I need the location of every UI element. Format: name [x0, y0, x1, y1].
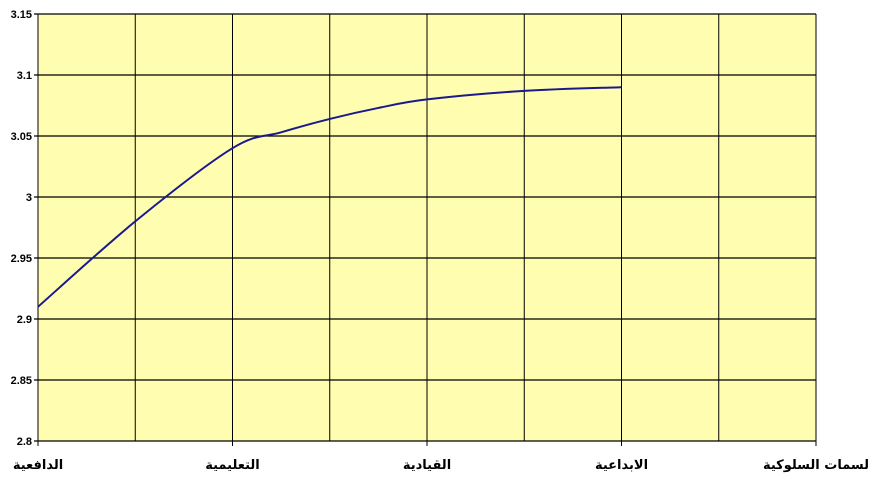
- x-tick-label: التعليمية: [205, 458, 260, 473]
- series-line: [37, 86, 622, 308]
- x-axis-ticks: الدافعية التعليمية القيادية الابداعية لسمات …: [13, 441, 869, 473]
- vertical-gridlines: [37, 14, 817, 441]
- y-tick-label: 3.1: [17, 70, 32, 82]
- y-tick-label: 2.85: [11, 375, 32, 387]
- y-tick-label: 3: [26, 192, 32, 204]
- horizontal-gridlines: [34, 13, 816, 442]
- y-tick-label: 3.05: [11, 131, 32, 143]
- y-tick-label: 3.15: [11, 9, 32, 21]
- y-tick-label: 2.95: [11, 253, 32, 265]
- y-tick-label: 2.8: [17, 436, 32, 448]
- y-tick-label: 2.9: [17, 314, 32, 326]
- x-tick-label: الابداعية: [595, 458, 648, 473]
- x-tick-label: الدافعية: [13, 458, 63, 473]
- y-axis-ticks: 2.8 2.85 2.9 2.95 3 3.05 3.1 3.15: [11, 9, 32, 448]
- x-tick-label: القيادية: [403, 458, 451, 473]
- x-tick-label: لسمات السلوكية: [763, 458, 869, 473]
